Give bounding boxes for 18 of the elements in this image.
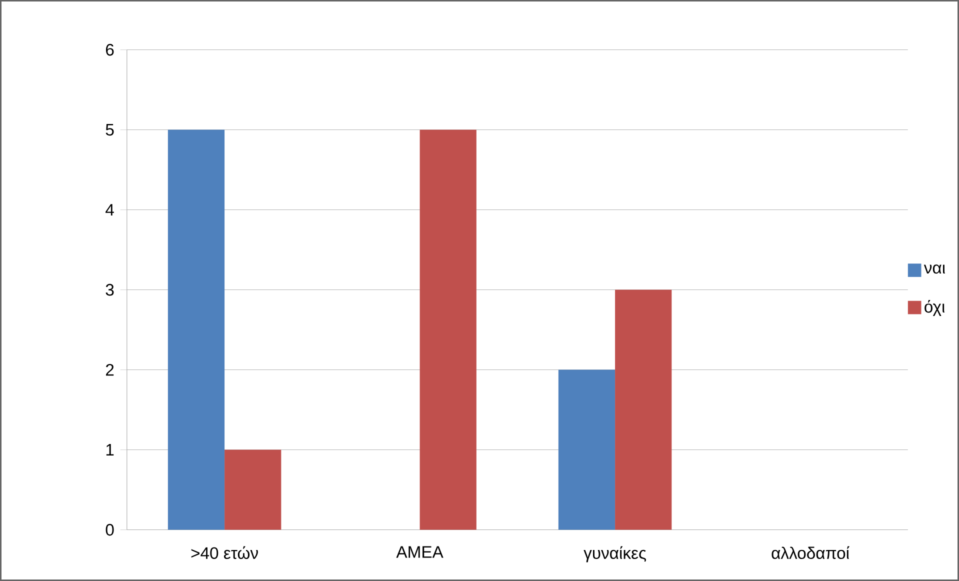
bar bbox=[420, 130, 476, 530]
x-tick-label: αλλοδαποί bbox=[772, 546, 850, 559]
y-tick-label: 0 bbox=[106, 524, 114, 536]
bar bbox=[615, 290, 672, 530]
y-tick-label: 5 bbox=[106, 124, 114, 136]
bar bbox=[168, 130, 225, 530]
bar bbox=[224, 450, 282, 530]
x-tick-label: >40 ετών bbox=[191, 546, 258, 559]
y-tick-label: 4 bbox=[106, 204, 114, 216]
x-tick-label: ΑΜΕΑ bbox=[396, 546, 444, 558]
y-tick-label: 1 bbox=[106, 444, 114, 456]
x-tick-label: γυναίκες bbox=[584, 546, 646, 562]
bar bbox=[558, 370, 616, 530]
y-tick-label: 3 bbox=[106, 284, 114, 296]
legend-label: ναι bbox=[924, 264, 946, 274]
y-tick-label: 6 bbox=[106, 44, 114, 56]
legend-label: όχι bbox=[924, 300, 945, 316]
y-tick-label: 2 bbox=[106, 364, 114, 376]
